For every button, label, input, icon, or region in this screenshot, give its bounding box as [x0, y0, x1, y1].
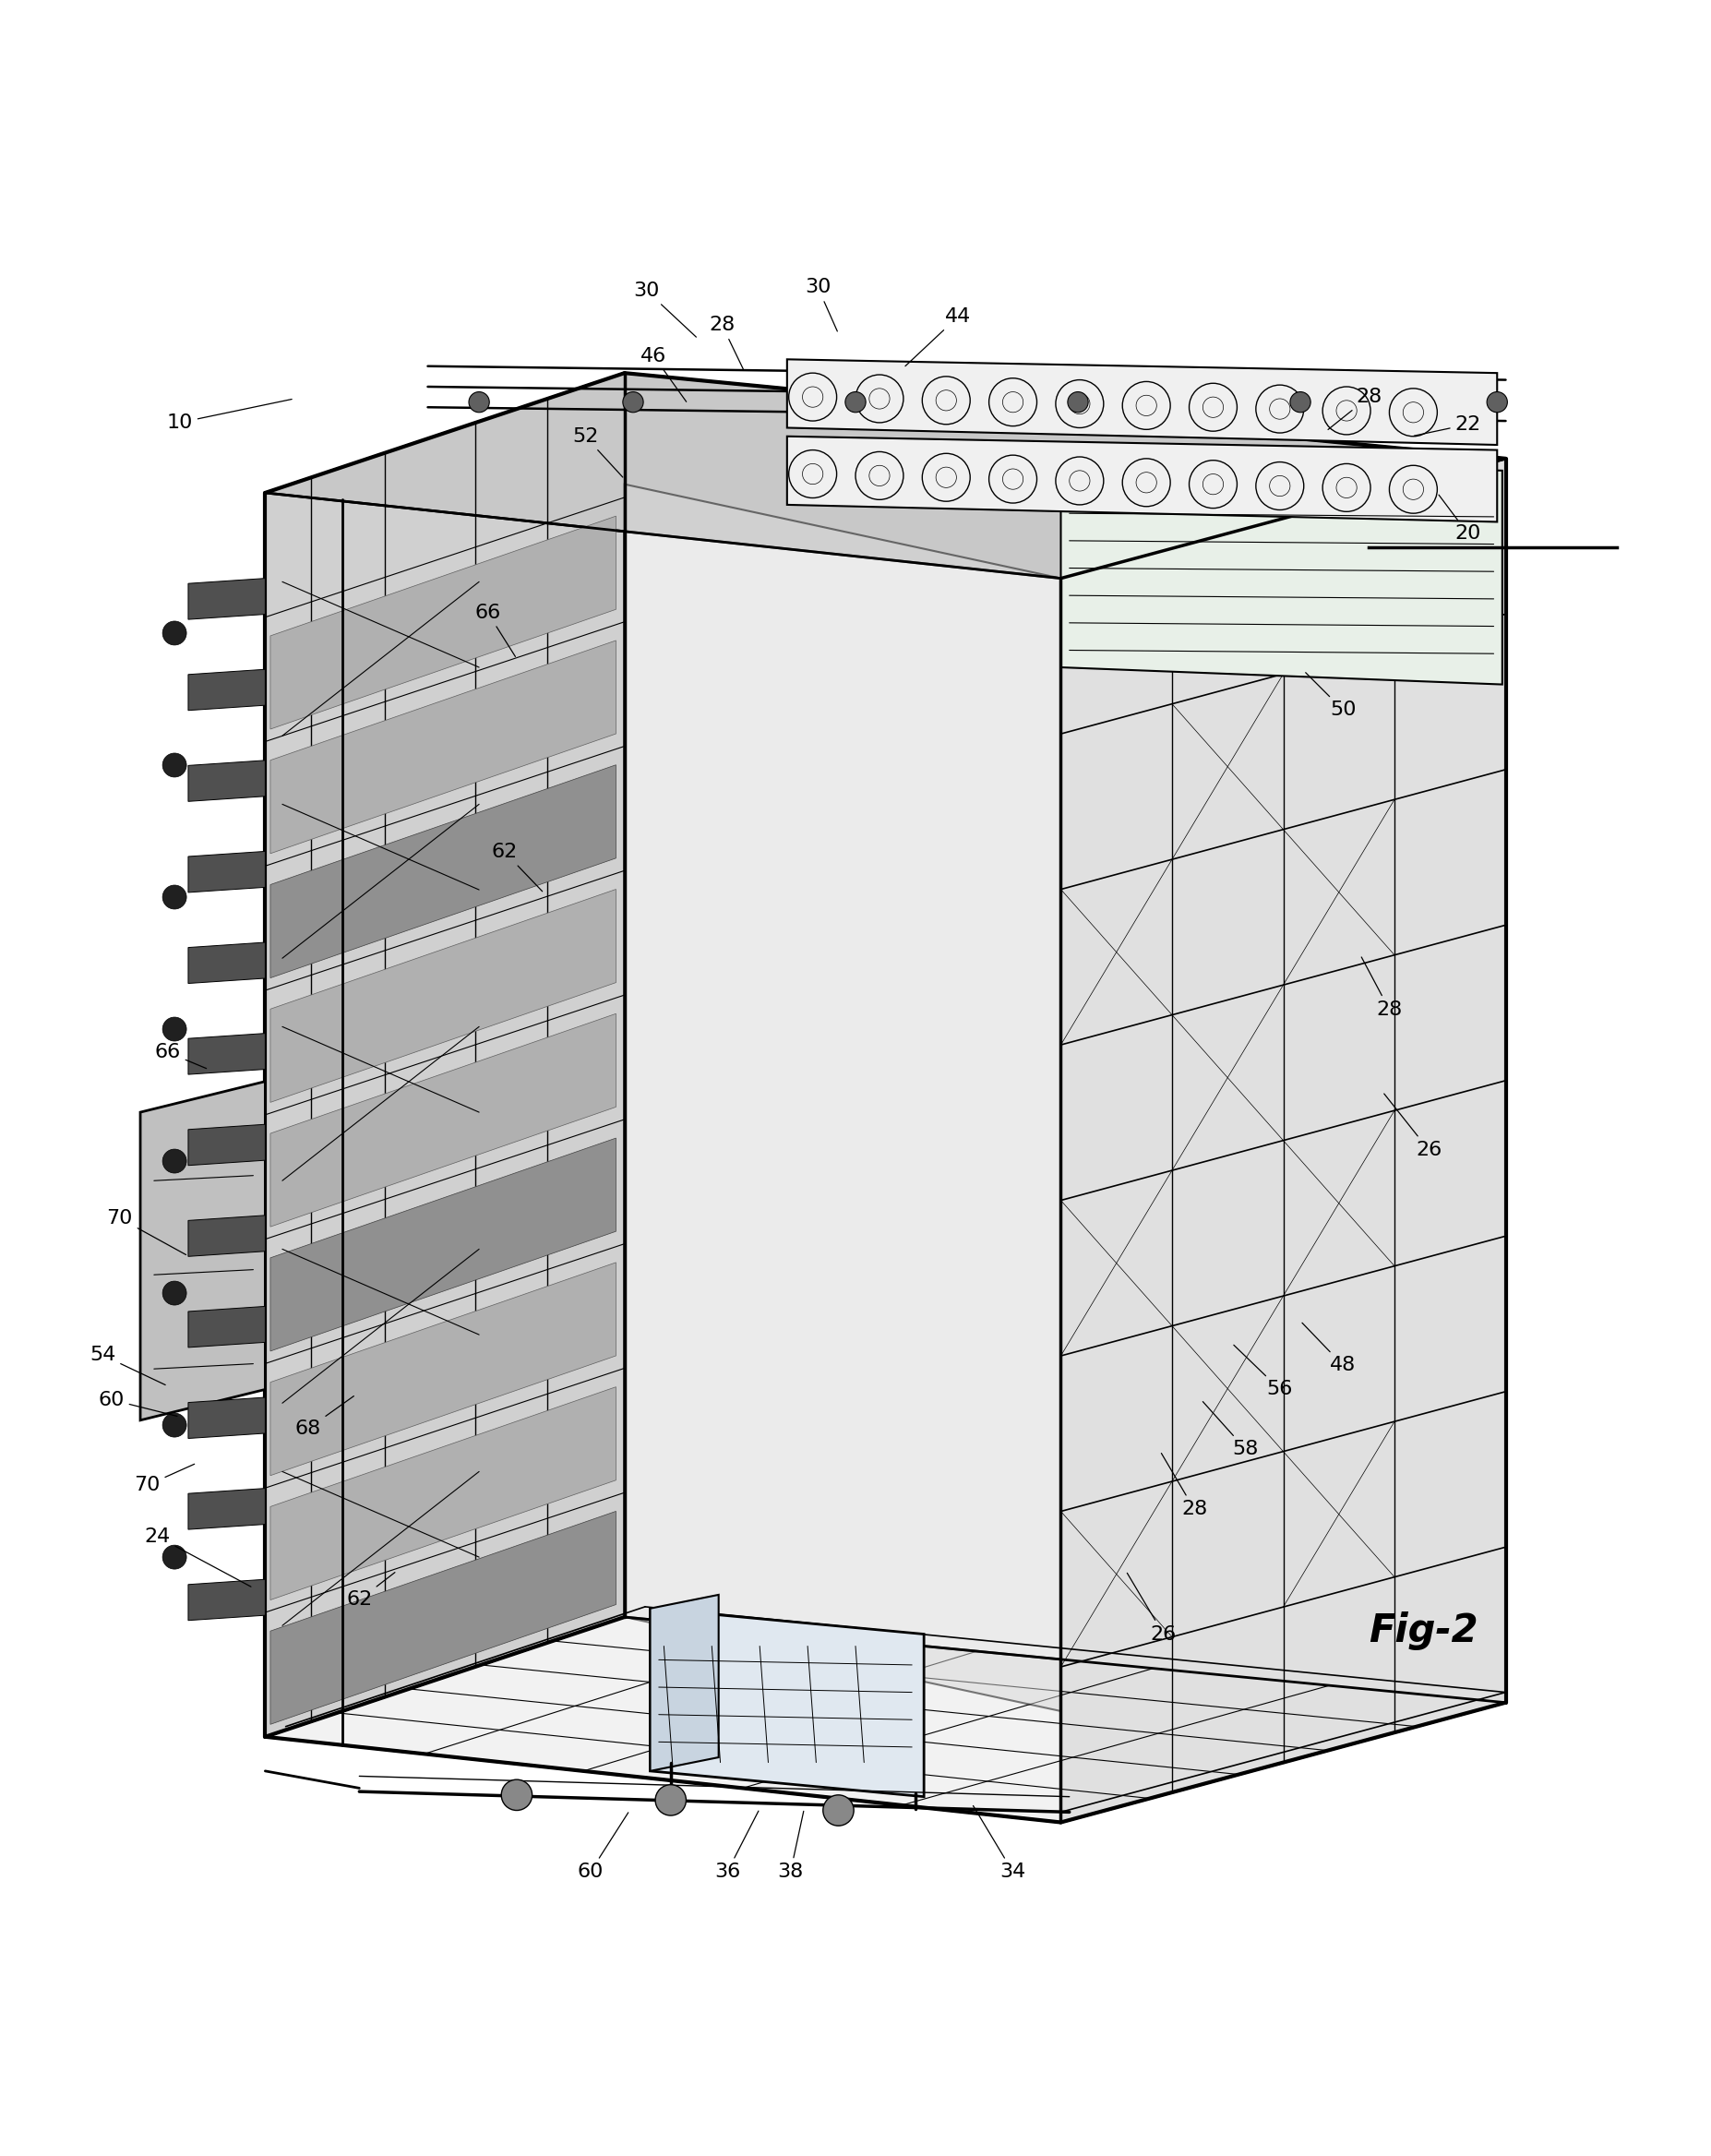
- Text: 30: 30: [804, 278, 837, 332]
- Polygon shape: [188, 852, 265, 893]
- Polygon shape: [270, 1138, 616, 1352]
- Text: 10: 10: [166, 399, 293, 431]
- Polygon shape: [188, 761, 265, 802]
- Polygon shape: [270, 888, 616, 1102]
- Polygon shape: [270, 640, 616, 854]
- Polygon shape: [188, 1488, 265, 1529]
- Circle shape: [655, 1785, 686, 1815]
- Polygon shape: [625, 485, 1061, 1712]
- Text: 68: 68: [294, 1397, 354, 1438]
- Polygon shape: [1061, 459, 1502, 683]
- Polygon shape: [1061, 459, 1506, 1822]
- Text: 52: 52: [571, 427, 623, 476]
- Circle shape: [623, 392, 643, 412]
- Polygon shape: [787, 360, 1497, 444]
- Polygon shape: [188, 1125, 265, 1166]
- Circle shape: [469, 392, 489, 412]
- Text: 20: 20: [1439, 496, 1482, 543]
- Circle shape: [1068, 392, 1088, 412]
- Text: 54: 54: [89, 1345, 166, 1384]
- Text: 30: 30: [633, 282, 696, 336]
- Polygon shape: [265, 1617, 1506, 1822]
- Text: 48: 48: [1302, 1324, 1357, 1376]
- Circle shape: [501, 1779, 532, 1811]
- Text: 28: 28: [1162, 1453, 1208, 1518]
- Polygon shape: [188, 1033, 265, 1074]
- Circle shape: [163, 752, 186, 776]
- Text: 70: 70: [133, 1464, 195, 1494]
- Circle shape: [845, 392, 866, 412]
- Polygon shape: [265, 373, 625, 1738]
- Text: 44: 44: [905, 308, 972, 367]
- Text: 70: 70: [106, 1210, 186, 1255]
- Text: 22: 22: [1413, 416, 1482, 436]
- Polygon shape: [270, 515, 616, 729]
- Text: 38: 38: [777, 1811, 804, 1882]
- Text: 62: 62: [491, 843, 542, 890]
- Circle shape: [823, 1796, 854, 1826]
- Circle shape: [163, 1412, 186, 1438]
- Polygon shape: [140, 1082, 265, 1421]
- Polygon shape: [650, 1595, 719, 1770]
- Polygon shape: [188, 578, 265, 619]
- Text: 66: 66: [474, 604, 515, 658]
- Polygon shape: [270, 1263, 616, 1475]
- Polygon shape: [787, 436, 1497, 522]
- Text: 34: 34: [974, 1807, 1027, 1882]
- Polygon shape: [650, 1608, 924, 1796]
- Text: 60: 60: [577, 1813, 628, 1882]
- Text: 62: 62: [346, 1572, 395, 1608]
- Circle shape: [163, 1281, 186, 1304]
- Polygon shape: [188, 1580, 265, 1621]
- Polygon shape: [270, 1386, 616, 1600]
- Circle shape: [163, 1018, 186, 1041]
- Circle shape: [163, 621, 186, 645]
- Text: Fig-2: Fig-2: [1369, 1613, 1478, 1651]
- Text: 60: 60: [98, 1391, 178, 1416]
- Circle shape: [1290, 392, 1311, 412]
- Polygon shape: [188, 1307, 265, 1348]
- Text: 28: 28: [708, 317, 743, 369]
- Polygon shape: [265, 373, 1506, 578]
- Circle shape: [163, 1546, 186, 1570]
- Text: 50: 50: [1305, 673, 1357, 720]
- Polygon shape: [188, 1397, 265, 1438]
- Circle shape: [163, 1149, 186, 1173]
- Text: 36: 36: [713, 1811, 758, 1882]
- Polygon shape: [188, 1216, 265, 1257]
- Circle shape: [1487, 392, 1507, 412]
- Polygon shape: [188, 942, 265, 983]
- Text: 46: 46: [640, 347, 686, 401]
- Text: 56: 56: [1234, 1345, 1294, 1399]
- Text: 28: 28: [1328, 388, 1382, 429]
- Polygon shape: [270, 1013, 616, 1227]
- Text: 26: 26: [1384, 1093, 1442, 1160]
- Circle shape: [163, 886, 186, 910]
- Polygon shape: [270, 765, 616, 979]
- Text: 58: 58: [1203, 1401, 1259, 1460]
- Text: 24: 24: [144, 1526, 252, 1587]
- Text: 28: 28: [1362, 957, 1403, 1020]
- Text: 26: 26: [1128, 1574, 1177, 1643]
- Polygon shape: [270, 1511, 616, 1725]
- Polygon shape: [188, 668, 265, 711]
- Text: 66: 66: [154, 1044, 207, 1069]
